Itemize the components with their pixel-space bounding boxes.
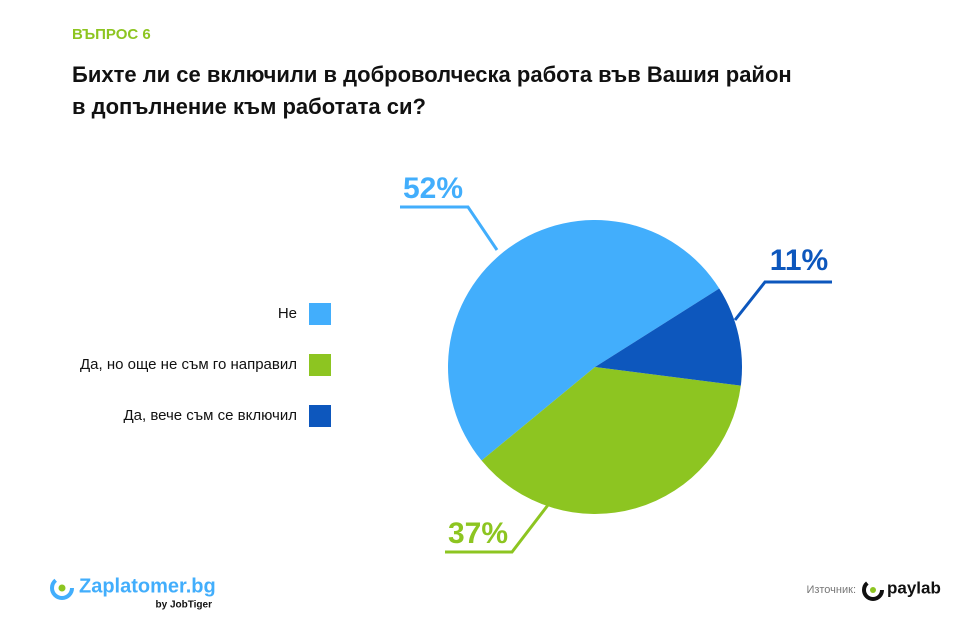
value-label: 11% bbox=[770, 244, 828, 277]
source-label: Източник: bbox=[806, 584, 856, 596]
source-logo bbox=[862, 579, 884, 601]
chart-title: в допълнение към работата си? bbox=[72, 94, 426, 119]
legend-label: Да, вече съм се включил bbox=[124, 407, 298, 424]
brand: Zaplatomer.bg bbox=[79, 575, 216, 597]
chart-title: Бихте ли се включили в доброволческа раб… bbox=[72, 62, 792, 87]
brand-logo bbox=[50, 576, 74, 600]
leader-line bbox=[733, 280, 832, 321]
source: paylab bbox=[887, 578, 941, 597]
legend-swatch bbox=[309, 405, 331, 427]
pie-slice bbox=[448, 220, 720, 461]
value-label: 52% bbox=[403, 172, 463, 205]
value-label: 37% bbox=[448, 517, 508, 550]
brand-by: by JobTiger bbox=[156, 600, 213, 611]
pie-slice bbox=[595, 288, 742, 386]
leader-line bbox=[400, 205, 499, 251]
legend-swatch bbox=[309, 303, 331, 325]
kicker: ВЪПРОС 6 bbox=[72, 26, 151, 43]
legend-label: Да, но още не съм го направил bbox=[80, 356, 297, 373]
legend-label: Не bbox=[278, 305, 297, 322]
leader-line bbox=[445, 504, 550, 554]
pie-slice bbox=[481, 367, 741, 514]
legend-swatch bbox=[309, 354, 331, 376]
